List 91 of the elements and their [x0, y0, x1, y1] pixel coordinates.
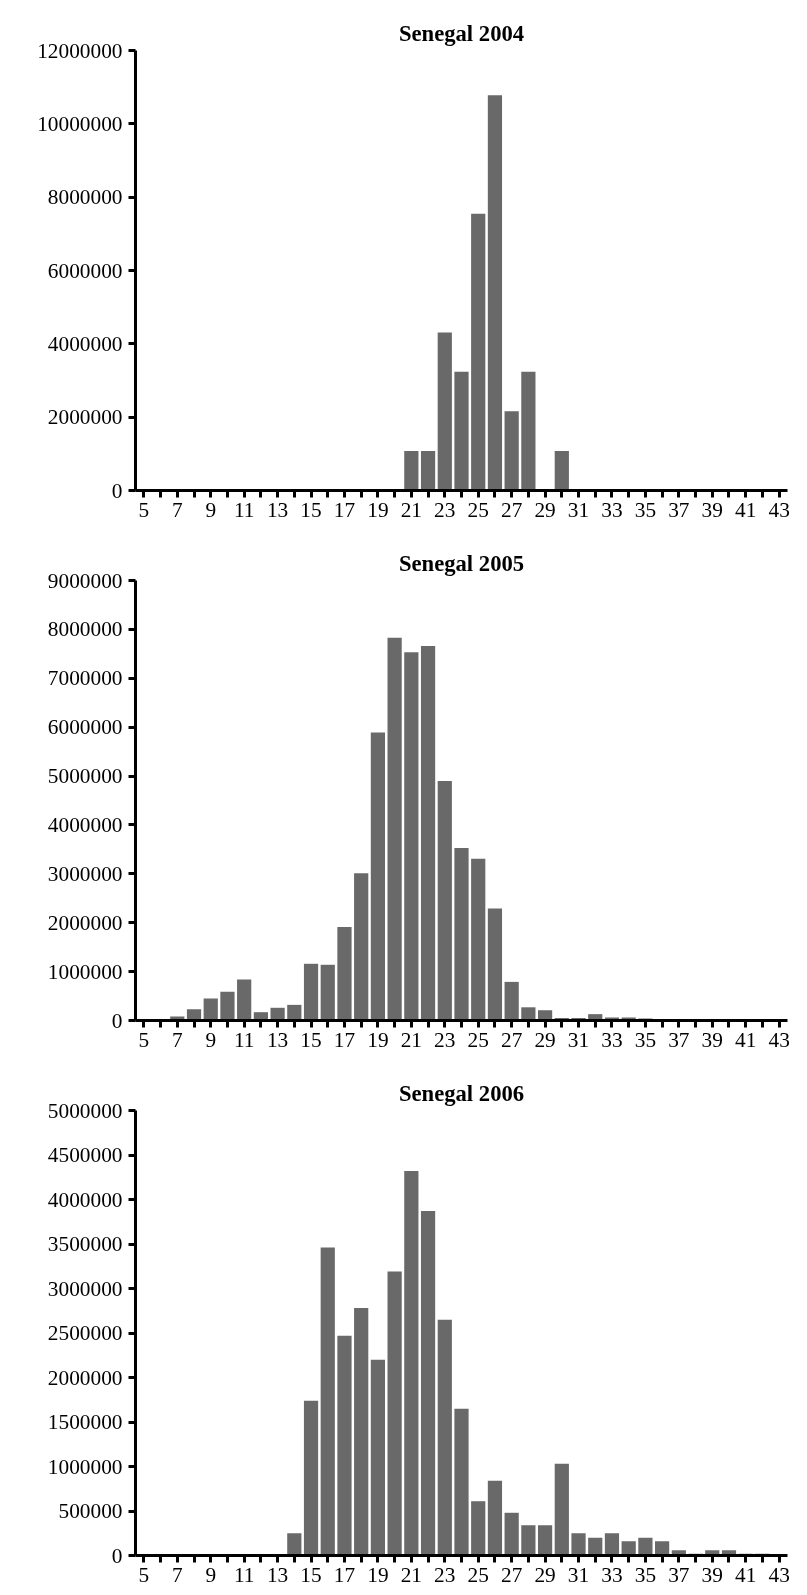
x-tick-label: 35 [634, 1027, 657, 1052]
x-tick-label: 43 [768, 1027, 790, 1052]
y-tick-label: 0 [111, 478, 123, 503]
x-tick-label: 25 [467, 497, 489, 522]
x-tick-label: 19 [367, 1027, 389, 1052]
x-tick-label: 15 [300, 1027, 322, 1052]
x-tick-label: 7 [171, 1027, 183, 1052]
x-tick-label: 5 [138, 1562, 150, 1587]
x-tick-label: 41 [735, 1562, 757, 1587]
x-tick-label: 25 [467, 1562, 489, 1587]
x-tick-label: 39 [701, 497, 723, 522]
y-tick-label: 8000000 [47, 185, 123, 210]
y-tick-label: 1000000 [47, 1454, 123, 1479]
x-tick-label: 13 [266, 1027, 289, 1052]
x-tick-label: 29 [534, 1562, 556, 1587]
x-tick-label: 37 [668, 497, 690, 522]
x-tick-label: 9 [205, 1027, 217, 1052]
x-tick-label: 33 [601, 1562, 623, 1587]
chart-title: Senegal 2004 [398, 20, 525, 46]
x-tick-label: 19 [367, 1562, 389, 1587]
y-tick-label: 4500000 [47, 1143, 123, 1167]
y-tick-label: 3500000 [47, 1232, 123, 1256]
y-tick-label: 8000000 [47, 617, 123, 642]
y-tick-label: 2000000 [47, 405, 123, 430]
x-tick-label: 25 [467, 1027, 489, 1052]
chart-title: Senegal 2005 [398, 550, 525, 576]
x-tick-label: 21 [400, 497, 423, 522]
x-tick-label: 23 [434, 1562, 456, 1587]
x-tick-label: 11 [233, 497, 255, 522]
y-tick-label: 10000000 [37, 111, 123, 136]
x-tick-label: 31 [567, 1562, 590, 1587]
x-tick-label: 33 [601, 497, 623, 522]
y-tick-label: 1000000 [47, 959, 123, 984]
x-tick-label: 13 [266, 497, 289, 522]
x-tick-label: 27 [500, 497, 523, 522]
x-tick-label: 17 [333, 1027, 356, 1052]
y-tick-label: 9000000 [47, 568, 123, 593]
y-tick-label: 2000000 [47, 910, 123, 935]
x-tick-label: 43 [768, 497, 790, 522]
x-tick-label: 41 [735, 497, 757, 522]
x-tick-label: 5 [138, 1027, 150, 1052]
x-tick-label: 5 [138, 497, 150, 522]
x-tick-label: 33 [601, 1027, 623, 1052]
y-tick-label: 7000000 [47, 666, 123, 691]
x-tick-label: 27 [500, 1562, 523, 1587]
y-tick-label: 5000000 [47, 764, 123, 789]
y-tick-label: 4000000 [47, 1187, 123, 1212]
x-tick-label: 37 [668, 1562, 690, 1587]
x-tick-label: 23 [434, 497, 456, 522]
y-tick-label: 4000000 [47, 331, 123, 356]
x-tick-label: 11 [233, 1027, 255, 1052]
y-tick-label: 0 [111, 1008, 123, 1033]
y-tick-label: 2000000 [47, 1365, 123, 1390]
x-tick-label: 39 [701, 1562, 723, 1587]
x-tick-label: 7 [171, 1562, 183, 1587]
y-tick-label: 3000000 [47, 861, 123, 886]
x-tick-label: 11 [233, 1562, 255, 1587]
x-tick-label: 9 [205, 497, 217, 522]
y-tick-label: 1500000 [47, 1410, 123, 1434]
x-tick-label: 15 [300, 497, 322, 522]
x-tick-label: 41 [735, 1027, 757, 1052]
x-tick-label: 37 [668, 1027, 690, 1052]
x-tick-label: 31 [567, 497, 590, 522]
y-tick-label: 5000000 [47, 1098, 123, 1123]
y-tick-label: 6000000 [47, 258, 123, 283]
x-tick-label: 21 [400, 1562, 423, 1587]
y-tick-label: 0 [111, 1543, 123, 1568]
y-tick-label: 6000000 [47, 715, 123, 740]
x-tick-label: 39 [701, 1027, 723, 1052]
y-tick-label: 3000000 [47, 1276, 123, 1301]
x-tick-label: 27 [500, 1027, 523, 1052]
x-tick-label: 29 [534, 1027, 556, 1052]
y-tick-label: 2500000 [47, 1321, 123, 1345]
chart-title: Senegal 2006 [398, 1080, 525, 1106]
x-tick-label: 13 [266, 1562, 289, 1587]
x-tick-label: 31 [567, 1027, 590, 1052]
x-tick-label: 7 [171, 497, 183, 522]
x-tick-label: 9 [205, 1562, 217, 1587]
y-tick-label: 4000000 [47, 812, 123, 837]
x-tick-label: 43 [768, 1562, 790, 1587]
x-tick-label: 17 [333, 1562, 356, 1587]
y-tick-label: 500000 [58, 1499, 123, 1523]
y-tick-label: 12000000 [37, 38, 123, 63]
x-tick-label: 23 [434, 1027, 456, 1052]
x-tick-label: 35 [634, 1562, 657, 1587]
x-tick-label: 21 [400, 1027, 423, 1052]
x-tick-label: 29 [534, 497, 556, 522]
x-tick-label: 19 [367, 497, 389, 522]
x-tick-label: 35 [634, 497, 657, 522]
x-tick-label: 15 [300, 1562, 322, 1587]
x-tick-label: 17 [333, 497, 356, 522]
